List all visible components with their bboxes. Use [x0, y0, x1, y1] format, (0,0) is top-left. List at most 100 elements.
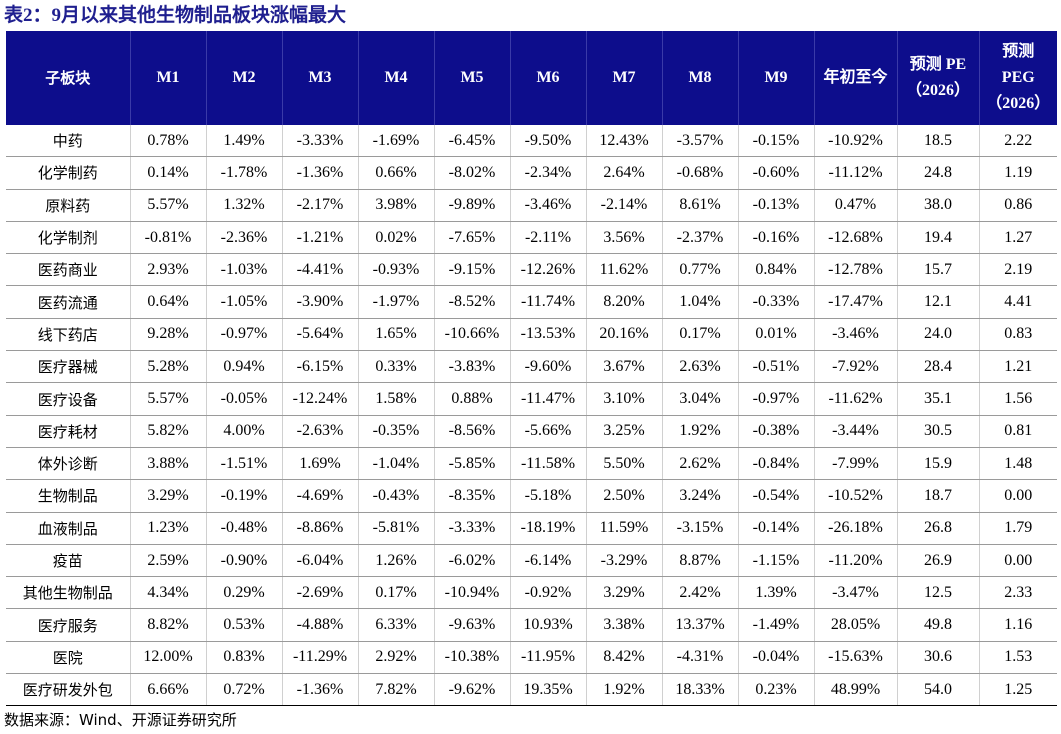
table-row: 医疗研发外包 6.66% 0.72% -1.36% 7.82% -9.62% 19.35% 1…	[6, 673, 1057, 707]
table-row: 医药商业 2.93% -1.03% -4.41% -0.93% -9.15% -12.26%…	[6, 253, 1057, 287]
table-row: 医药流通 0.64% -1.05% -3.90% -1.97% -8.52% -11.74%…	[6, 285, 1057, 319]
value-cell: -8.02%	[433, 156, 510, 190]
value-cell: -1.36%	[281, 156, 358, 190]
value-cell: -0.38%	[737, 415, 814, 448]
value-cell: 24.0	[896, 318, 979, 352]
value-cell: 12.5	[896, 576, 979, 610]
value-cell: -1.03%	[205, 253, 282, 287]
value-cell: -1.36%	[281, 673, 358, 707]
value-cell: -1.97%	[357, 285, 434, 319]
value-cell: -0.15%	[737, 125, 814, 158]
value-cell: -0.35%	[357, 415, 434, 448]
value-cell: 2.92%	[357, 641, 434, 675]
value-cell: -6.14%	[509, 544, 586, 578]
sector-name-cell: 医疗研发外包	[6, 673, 130, 707]
value-cell: 11.59%	[585, 512, 662, 545]
table-row: 医疗服务 8.82% 0.53% -4.88% 6.33% -9.63% 10.93% 3.3…	[6, 608, 1057, 642]
value-cell: 5.57%	[129, 189, 206, 222]
sector-name-cell: 其他生物制品	[6, 576, 130, 610]
value-cell: 30.6	[896, 641, 979, 675]
value-cell: 1.23%	[129, 512, 206, 545]
sector-name-cell: 生物制品	[6, 479, 130, 513]
value-cell: 1.92%	[661, 415, 738, 448]
value-cell: -5.85%	[433, 447, 510, 481]
value-cell: -9.50%	[509, 125, 586, 158]
value-cell: 0.78%	[129, 125, 206, 158]
value-cell: -0.16%	[737, 221, 814, 255]
value-cell: -3.33%	[433, 512, 510, 545]
value-cell: -11.20%	[813, 544, 897, 578]
table-row: 医疗器械 5.28% 0.94% -6.15% 0.33% -3.83% -9.60% 3.6…	[6, 350, 1057, 384]
value-cell: 1.92%	[585, 673, 662, 707]
value-cell: -9.15%	[433, 253, 510, 287]
value-cell: 19.35%	[509, 673, 586, 707]
column-header: M4	[357, 31, 434, 125]
sector-name-cell: 医疗器械	[6, 350, 130, 384]
value-cell: 9.28%	[129, 318, 206, 352]
value-cell: 30.5	[896, 415, 979, 448]
value-cell: 3.29%	[585, 576, 662, 610]
value-cell: 1.27	[978, 221, 1057, 255]
value-cell: 1.79	[978, 512, 1057, 545]
value-cell: 3.38%	[585, 608, 662, 642]
value-cell: -0.48%	[205, 512, 282, 545]
value-cell: -6.15%	[281, 350, 358, 384]
value-cell: 0.17%	[661, 318, 738, 352]
value-cell: -7.92%	[813, 350, 897, 384]
value-cell: -0.51%	[737, 350, 814, 384]
column-header: M1	[129, 31, 206, 125]
value-cell: 7.82%	[357, 673, 434, 707]
sector-name-cell: 医药商业	[6, 253, 130, 287]
value-cell: 13.37%	[661, 608, 738, 642]
column-header: M9	[737, 31, 814, 125]
column-header: 预测 PEG （2026）	[978, 31, 1057, 125]
sector-name-cell: 医疗设备	[6, 382, 130, 416]
value-cell: -10.94%	[433, 576, 510, 610]
value-cell: -1.15%	[737, 544, 814, 578]
value-cell: 3.29%	[129, 479, 206, 513]
value-cell: 28.05%	[813, 608, 897, 642]
value-cell: -3.33%	[281, 125, 358, 158]
value-cell: -11.95%	[509, 641, 586, 675]
sector-name-cell: 医院	[6, 641, 130, 675]
value-cell: 1.49%	[205, 125, 282, 158]
value-cell: 2.93%	[129, 253, 206, 287]
value-cell: 1.56	[978, 382, 1057, 416]
value-cell: 6.66%	[129, 673, 206, 707]
column-header: M5	[433, 31, 510, 125]
table-row: 血液制品 1.23% -0.48% -8.86% -5.81% -3.33% -18.19%…	[6, 512, 1057, 545]
value-cell: -8.35%	[433, 479, 510, 513]
value-cell: 3.10%	[585, 382, 662, 416]
value-cell: -10.52%	[813, 479, 897, 513]
value-cell: -3.44%	[813, 415, 897, 448]
table-row: 化学制剂 -0.81% -2.36% -1.21% 0.02% -7.65% -2.11% 3…	[6, 221, 1057, 255]
value-cell: -3.15%	[661, 512, 738, 545]
table-row: 医疗耗材 5.82% 4.00% -2.63% -0.35% -8.56% -5.66% 3.…	[6, 415, 1057, 448]
value-cell: 38.0	[896, 189, 979, 222]
value-cell: -0.60%	[737, 156, 814, 190]
sector-name-cell: 医疗服务	[6, 608, 130, 642]
column-header: M7	[585, 31, 662, 125]
value-cell: -0.43%	[357, 479, 434, 513]
sector-name-cell: 疫苗	[6, 544, 130, 578]
value-cell: -11.62%	[813, 382, 897, 416]
value-cell: -3.46%	[813, 318, 897, 352]
value-cell: -4.41%	[281, 253, 358, 287]
column-header: M3	[281, 31, 358, 125]
value-cell: 18.5	[896, 125, 979, 158]
value-cell: -0.81%	[129, 221, 206, 255]
value-cell: 5.28%	[129, 350, 206, 384]
value-cell: -2.11%	[509, 221, 586, 255]
value-cell: 1.21	[978, 350, 1057, 384]
value-cell: -0.05%	[205, 382, 282, 416]
table-row: 医院 12.00% 0.83% -11.29% 2.92% -10.38% -11.95% 8…	[6, 641, 1057, 675]
value-cell: -10.92%	[813, 125, 897, 158]
value-cell: 19.4	[896, 221, 979, 255]
value-cell: 54.0	[896, 673, 979, 707]
value-cell: -2.14%	[585, 189, 662, 222]
data-table: 子板块 M1 M2 M3 M4 M5 M6 M7 M8 M9 年初至今 预测 PE （2026） 预测 PE…	[6, 31, 1057, 707]
value-cell: 1.53	[978, 641, 1057, 675]
value-cell: 1.48	[978, 447, 1057, 481]
value-cell: -0.13%	[737, 189, 814, 222]
table-row: 中药 0.78% 1.49% -3.33% -1.69% -6.45% -9.50% 12.4…	[6, 125, 1057, 158]
